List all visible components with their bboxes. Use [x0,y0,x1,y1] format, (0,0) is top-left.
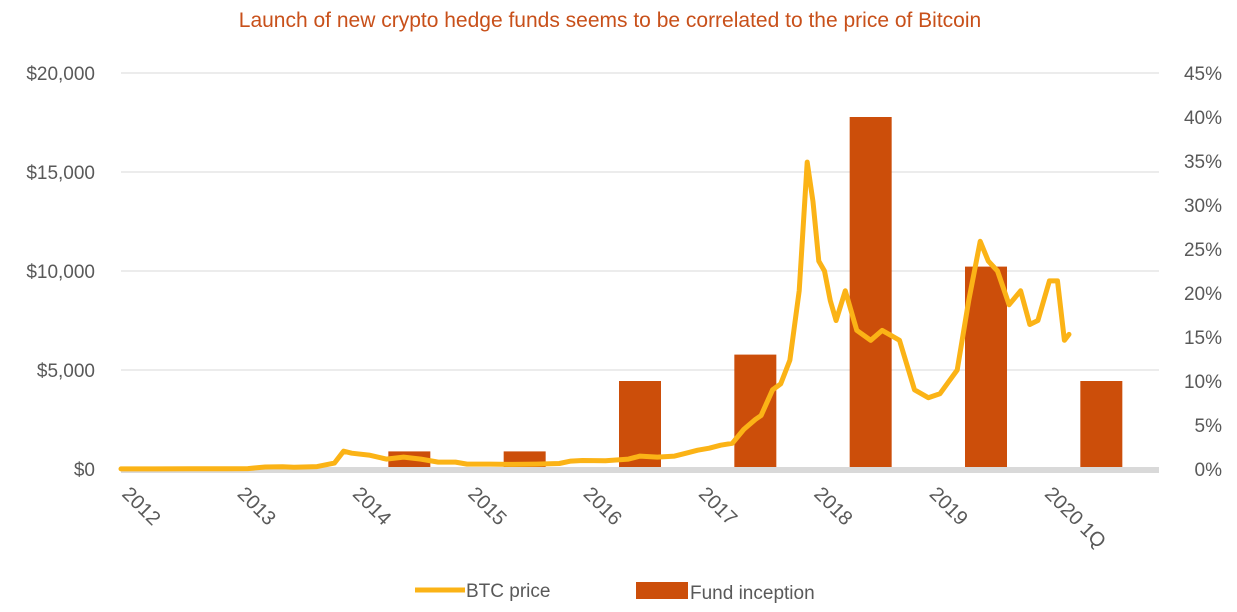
left-tick-label: $20,000 [26,64,95,85]
btc-price-series [118,159,1072,472]
legend-bar-marker [636,582,688,599]
x-tick-label: 2020 1Q [1040,483,1110,553]
x-tick-label: 2013 [233,483,280,530]
bar-fund-inception-2017 [734,354,777,469]
x-tick-label: 2016 [579,483,626,530]
x-tick-label: 2019 [925,483,972,530]
x-tick-label: 2017 [694,483,741,530]
right-tick-label: 0% [1195,460,1223,481]
right-tick-label: 40% [1184,108,1222,129]
x-tick-label: 2012 [117,483,164,530]
right-tick-label: 10% [1184,372,1222,393]
left-tick-label: $5,000 [37,361,95,382]
left-axis-ticks: $0 $5,000 $10,000 $15,000 $20,000 [26,64,95,481]
right-tick-label: 15% [1184,328,1222,349]
chart-title: Launch of new crypto hedge funds seems t… [239,9,981,32]
left-tick-label: $15,000 [26,163,95,184]
x-tick-label: 2014 [348,483,395,530]
left-tick-label: $0 [74,460,95,481]
legend: BTC price Fund inception [415,581,815,604]
right-tick-label: 35% [1184,152,1222,173]
right-tick-label: 25% [1184,240,1222,261]
legend-label-fund-inception: Fund inception [690,583,815,604]
right-tick-label: 5% [1195,416,1223,437]
x-tick-label: 2015 [463,483,510,530]
legend-label-btc-price: BTC price [466,581,550,602]
bar-fund-inception-2019 [965,266,1007,469]
fund-inception-bars [388,117,1123,469]
right-axis-ticks: 0% 5% 10% 15% 20% 25% 30% 35% 40% 45% [1184,64,1222,481]
line-btc-price [118,159,1072,472]
x-tick-label: 2018 [809,483,856,530]
x-axis-baseline [121,467,1159,473]
left-tick-label: $10,000 [26,262,95,283]
bar-fund-inception-2020-1Q [1080,381,1123,469]
right-tick-label: 45% [1184,64,1222,85]
right-tick-label: 20% [1184,284,1222,305]
bar-fund-inception-2018 [849,117,892,469]
right-tick-label: 30% [1184,196,1222,217]
x-axis-ticks: 2012 2013 2014 2015 2016 2017 2018 2019 2020 1Q [117,483,1109,553]
